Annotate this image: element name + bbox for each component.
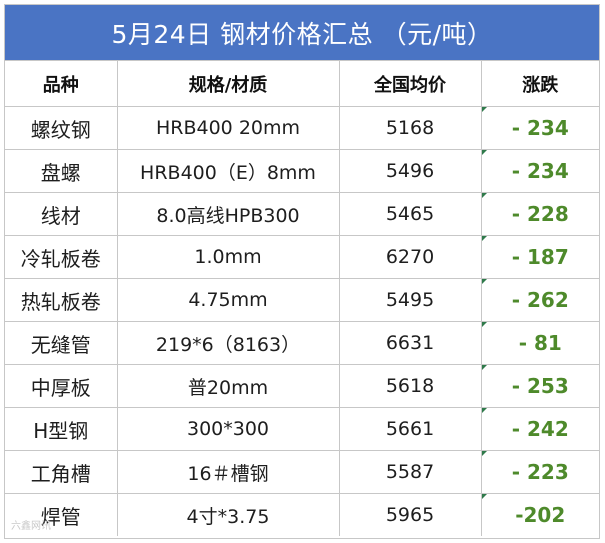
price-cell: 5618 xyxy=(338,364,482,408)
price-table: 品种 规格/材质 全国均价 涨跌 螺纹钢 HRB400 20mm 5168 - … xyxy=(5,61,599,536)
price-cell: 5465 xyxy=(338,192,482,236)
spec-cell: 1.0mm xyxy=(116,235,340,279)
change-cell: - 223 xyxy=(480,450,599,494)
table-row: 热轧板卷 4.75mm 5495 - 262 xyxy=(5,278,599,322)
table-title: 5月24日 钢材价格汇总 （元/吨） xyxy=(5,5,599,61)
table-row: 冷轧板卷 1.0mm 6270 - 187 xyxy=(5,235,599,279)
watermark-text: 六鑫网讯 xyxy=(11,521,51,532)
table-row: 盘螺 HRB400（E）8mm 5496 - 234 xyxy=(5,149,599,193)
change-cell: - 187 xyxy=(480,235,599,279)
variety-cell: 无缝管 xyxy=(5,321,118,365)
variety-cell: 工角槽 xyxy=(5,450,118,494)
spec-cell: 300*300 xyxy=(116,407,340,451)
variety-cell: 螺纹钢 xyxy=(5,106,118,150)
price-summary-card: 5月24日 钢材价格汇总 （元/吨） 品种 规格/材质 全国均价 涨跌 螺纹钢 … xyxy=(4,4,600,539)
price-cell: 5495 xyxy=(338,278,482,322)
variety-cell: 冷轧板卷 xyxy=(5,235,118,279)
variety-cell: 中厚板 xyxy=(5,364,118,408)
spec-cell: HRB400（E）8mm xyxy=(116,149,340,193)
spec-cell: 4.75mm xyxy=(116,278,340,322)
table-row: H型钢 300*300 5661 - 242 xyxy=(5,407,599,451)
spec-cell: 8.0高线HPB300 xyxy=(116,192,340,236)
table-row: 螺纹钢 HRB400 20mm 5168 - 234 xyxy=(5,106,599,150)
spec-cell: 4寸*3.75 xyxy=(116,493,340,536)
header-change: 涨跌 xyxy=(480,61,599,107)
table-row: 无缝管 219*6（8163） 6631 - 81 xyxy=(5,321,599,365)
change-cell: -202 xyxy=(480,493,599,536)
change-cell: - 228 xyxy=(480,192,599,236)
price-cell: 5587 xyxy=(338,450,482,494)
change-cell: - 234 xyxy=(480,149,599,193)
price-cell: 6631 xyxy=(338,321,482,365)
variety-cell: 盘螺 xyxy=(5,149,118,193)
table-row: 线材 8.0高线HPB300 5465 - 228 xyxy=(5,192,599,236)
variety-cell: 焊管 xyxy=(5,493,118,536)
price-cell: 6270 xyxy=(338,235,482,279)
table-row: 焊管 4寸*3.75 5965 -202 xyxy=(5,493,599,536)
change-cell: - 234 xyxy=(480,106,599,150)
header-spec: 规格/材质 xyxy=(116,61,340,107)
spec-cell: 16＃槽钢 xyxy=(116,450,340,494)
header-price: 全国均价 xyxy=(338,61,482,107)
change-cell: - 253 xyxy=(480,364,599,408)
table-row: 工角槽 16＃槽钢 5587 - 223 xyxy=(5,450,599,494)
header-variety: 品种 xyxy=(5,61,118,107)
header-row: 品种 规格/材质 全国均价 涨跌 xyxy=(5,61,599,107)
spec-cell: 普20mm xyxy=(116,364,340,408)
variety-cell: H型钢 xyxy=(5,407,118,451)
price-cell: 5168 xyxy=(338,106,482,150)
price-cell: 5661 xyxy=(338,407,482,451)
spec-cell: 219*6（8163） xyxy=(116,321,340,365)
change-cell: - 242 xyxy=(480,407,599,451)
change-cell: - 81 xyxy=(480,321,599,365)
spec-cell: HRB400 20mm xyxy=(116,106,340,150)
price-cell: 5965 xyxy=(338,493,482,536)
change-cell: - 262 xyxy=(480,278,599,322)
price-cell: 5496 xyxy=(338,149,482,193)
variety-cell: 热轧板卷 xyxy=(5,278,118,322)
table-row: 中厚板 普20mm 5618 - 253 xyxy=(5,364,599,408)
variety-cell: 线材 xyxy=(5,192,118,236)
